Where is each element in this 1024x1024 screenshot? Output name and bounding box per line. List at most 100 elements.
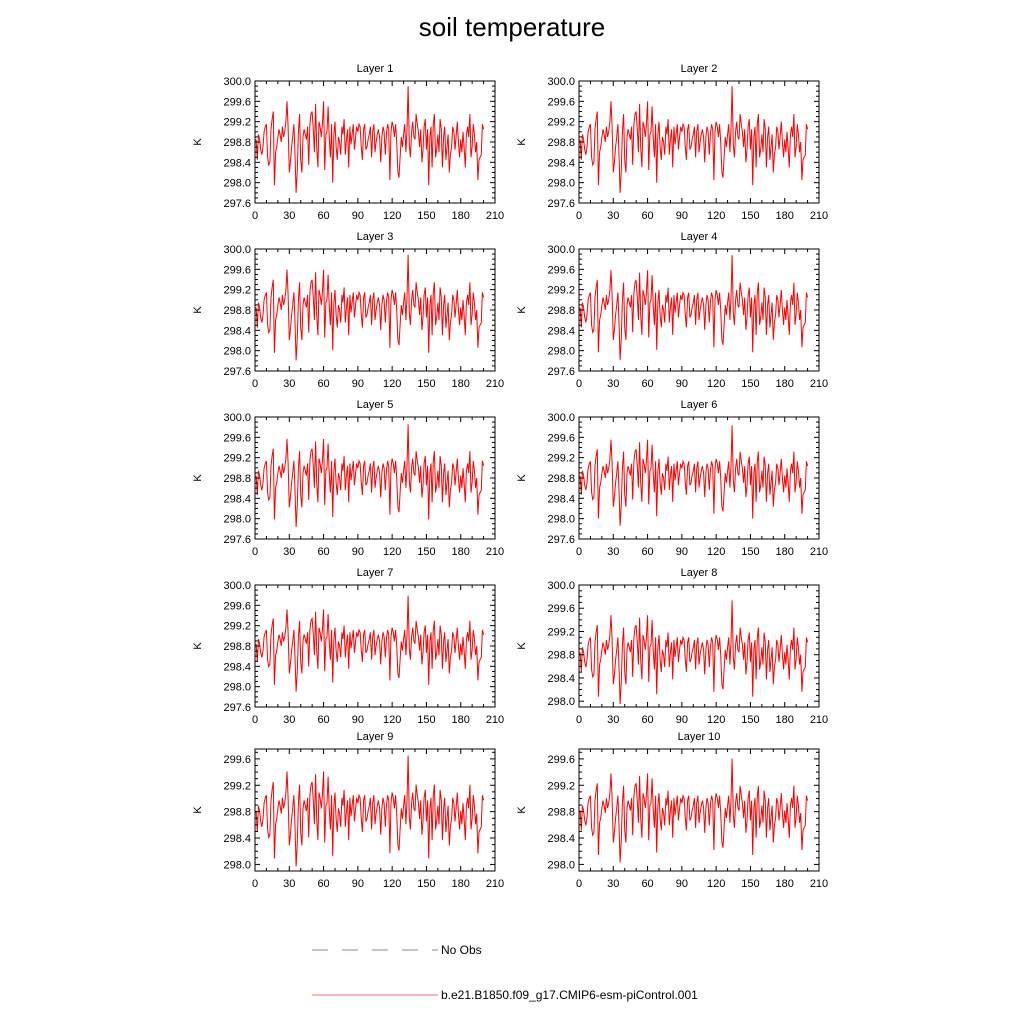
x-tick-label: 30: [283, 378, 295, 390]
series-line: [255, 254, 485, 361]
y-tick-label: 297.6: [547, 198, 575, 210]
x-tick-label: 0: [576, 878, 582, 890]
y-tick-label: 300.0: [223, 76, 251, 88]
x-tick-label: 120: [383, 378, 401, 390]
panel-title: Layer 4: [681, 231, 718, 243]
x-tick-label: 0: [252, 210, 258, 222]
y-tick-label: 298.8: [223, 305, 251, 317]
y-tick-label: 298.8: [547, 137, 575, 149]
x-tick-label: 150: [741, 378, 759, 390]
y-tick-label: 299.6: [223, 754, 251, 766]
x-tick-label: 180: [452, 546, 470, 558]
x-tick-label: 60: [317, 878, 329, 890]
x-tick-label: 150: [417, 378, 435, 390]
y-tick-label: 297.6: [223, 198, 251, 210]
panel-title: Layer 3: [357, 231, 394, 243]
y-axis-label: K: [516, 806, 528, 814]
y-tick-label: 299.6: [223, 432, 251, 444]
y-tick-label: 300.0: [547, 76, 575, 88]
x-tick-label: 120: [383, 714, 401, 726]
series-line: [255, 424, 485, 527]
plot-frame: [254, 748, 496, 872]
x-tick-label: 180: [776, 878, 794, 890]
y-tick-label: 298.8: [223, 137, 251, 149]
x-tick-label: 210: [810, 546, 828, 558]
x-tick-label: 30: [607, 378, 619, 390]
x-tick-label: 150: [417, 714, 435, 726]
y-tick-label: 298.4: [223, 157, 251, 169]
legend-label-model: b.e21.B1850.f09_g17.CMIP6-esm-piControl.…: [441, 988, 698, 1002]
x-tick-label: 30: [607, 546, 619, 558]
series-line: [579, 425, 809, 526]
y-tick-label: 300.0: [223, 580, 251, 592]
x-tick-label: 90: [352, 878, 364, 890]
series-line: [255, 595, 485, 692]
x-tick-label: 90: [352, 546, 364, 558]
x-tick-label: 60: [317, 378, 329, 390]
x-tick-label: 60: [317, 714, 329, 726]
y-tick-label: 299.6: [547, 754, 575, 766]
y-tick-label: 299.6: [223, 96, 251, 108]
x-tick-label: 120: [707, 378, 725, 390]
chart-panel-8: 0 30 60 90 120 150 180 210 298.0 298.4 298.8 299.2 2…: [516, 567, 828, 726]
chart-panel-3: 0 30 60 90 120 150 180 210 297.6 298.0 298.4 298.8 2…: [192, 231, 504, 390]
x-tick-label: 0: [576, 546, 582, 558]
x-tick-label: 30: [283, 546, 295, 558]
y-tick-label: 298.8: [547, 650, 575, 662]
x-tick-label: 0: [252, 714, 258, 726]
panel-title: Layer 6: [681, 399, 718, 411]
y-axis-label: K: [192, 138, 204, 146]
y-tick-label: 300.0: [223, 412, 251, 424]
y-tick-label: 298.0: [223, 859, 251, 871]
y-tick-label: 299.2: [547, 117, 575, 129]
x-tick-label: 90: [352, 378, 364, 390]
legend-label-no-obs: No Obs: [441, 943, 482, 957]
y-tick-label: 299.6: [547, 96, 575, 108]
x-tick-label: 90: [352, 714, 364, 726]
y-axis-label: K: [192, 642, 204, 650]
figure-title: soil temperature: [418, 12, 606, 42]
y-tick-label: 298.0: [547, 859, 575, 871]
panel-title: Layer 9: [357, 731, 394, 743]
y-tick-label: 297.6: [223, 366, 251, 378]
x-tick-label: 0: [576, 714, 582, 726]
y-tick-label: 299.2: [223, 780, 251, 792]
series-line: [255, 755, 485, 867]
x-tick-label: 30: [283, 210, 295, 222]
panel-title: Layer 7: [357, 567, 394, 579]
y-tick-label: 299.2: [547, 626, 575, 638]
chart-panel-6: 0 30 60 90 120 150 180 210 297.6 298.0 298.4 298.8 2…: [516, 399, 828, 558]
x-tick-label: 210: [810, 878, 828, 890]
y-tick-label: 298.0: [547, 514, 575, 526]
x-tick-label: 150: [417, 210, 435, 222]
x-tick-label: 150: [741, 714, 759, 726]
x-tick-label: 0: [252, 546, 258, 558]
series-line: [255, 86, 485, 193]
x-tick-label: 60: [317, 546, 329, 558]
y-tick-label: 298.8: [223, 641, 251, 653]
chart-panel-1: 0 30 60 90 120 150 180 210 297.6 298.0 298.4 298.8 2…: [192, 63, 504, 222]
y-tick-label: 298.4: [223, 325, 251, 337]
x-tick-label: 210: [810, 210, 828, 222]
y-tick-label: 298.4: [223, 493, 251, 505]
panel-title: Layer 5: [357, 399, 394, 411]
y-axis-label: K: [516, 474, 528, 482]
plot-frame: [578, 584, 820, 708]
x-tick-label: 60: [641, 210, 653, 222]
chart-panel-9: 0 30 60 90 120 150 180 210 298.0 298.4 298.8 299.2 2…: [192, 731, 504, 890]
x-tick-label: 0: [252, 378, 258, 390]
y-tick-label: 299.2: [547, 453, 575, 465]
chart-panel-10: 0 30 60 90 120 150 180 210 298.0 298.4 298.8 299.2 2…: [516, 731, 828, 890]
y-tick-label: 298.4: [547, 157, 575, 169]
x-tick-label: 210: [486, 878, 504, 890]
y-tick-label: 299.2: [223, 117, 251, 129]
y-tick-label: 298.8: [223, 807, 251, 819]
y-tick-label: 297.6: [547, 366, 575, 378]
y-tick-label: 298.8: [223, 473, 251, 485]
x-tick-label: 120: [707, 878, 725, 890]
x-tick-label: 90: [676, 714, 688, 726]
x-tick-label: 0: [576, 210, 582, 222]
x-tick-label: 90: [352, 210, 364, 222]
y-tick-label: 300.0: [547, 412, 575, 424]
y-tick-label: 298.0: [547, 346, 575, 358]
